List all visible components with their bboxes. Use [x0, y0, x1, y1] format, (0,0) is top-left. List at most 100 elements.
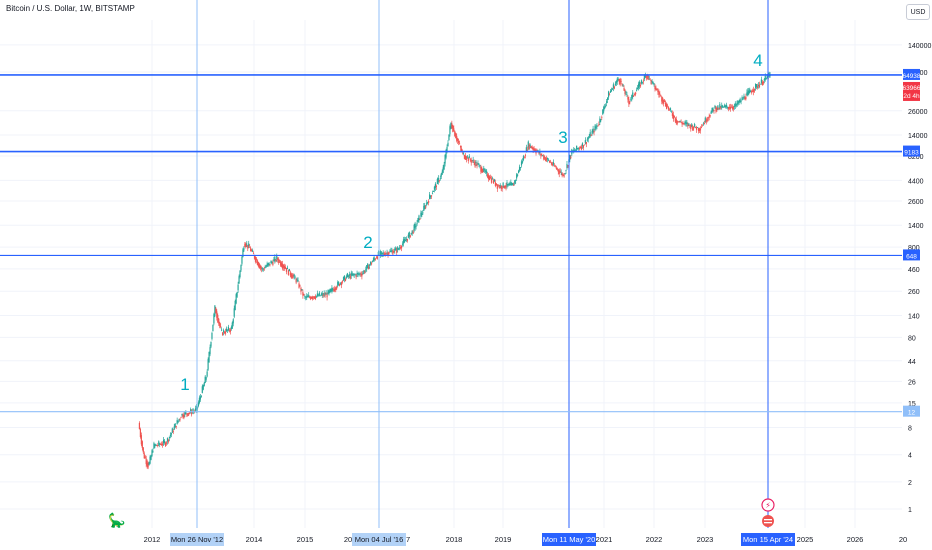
candle-body	[558, 170, 560, 175]
candle-body	[419, 218, 421, 220]
candle-body	[673, 116, 675, 118]
x-axis-tick-label: 20	[344, 535, 352, 544]
candle-body	[288, 268, 290, 272]
candle-body	[451, 123, 453, 129]
candle-body	[413, 224, 415, 231]
candle-body	[588, 136, 590, 138]
candle-body	[148, 462, 150, 466]
candle-body	[226, 329, 229, 331]
candle-body	[222, 332, 224, 336]
candle-body	[547, 158, 549, 160]
currency-button[interactable]: USD	[906, 4, 930, 20]
dinosaur-icon[interactable]: 🦕	[108, 512, 126, 528]
candle-body	[445, 149, 447, 158]
candle-body	[240, 265, 242, 271]
candle-body	[297, 280, 299, 282]
candle-body	[355, 274, 357, 278]
candle-body	[195, 406, 198, 411]
candle-body	[765, 78, 767, 80]
candle-body	[265, 266, 267, 268]
candle-body	[428, 201, 430, 203]
candle-body	[429, 195, 432, 198]
candle-body	[260, 267, 262, 270]
candle-body	[449, 126, 451, 135]
candle-body	[277, 258, 279, 261]
candle-body	[756, 86, 759, 88]
candle-body	[642, 80, 644, 82]
candle-body	[276, 255, 278, 260]
candle-body	[257, 262, 260, 267]
candle-body	[651, 81, 653, 82]
candle-body	[239, 270, 241, 277]
candle-body	[348, 274, 350, 277]
candle-body	[386, 252, 388, 254]
candle-body	[398, 248, 400, 250]
candle-body	[217, 315, 219, 323]
candle-body	[325, 293, 327, 295]
candle-body	[560, 171, 562, 173]
price-label: 648	[906, 253, 917, 260]
candle-body	[328, 290, 330, 294]
candle-body	[273, 259, 275, 262]
candle-body	[696, 127, 699, 128]
candle-body	[179, 418, 181, 420]
candle-body	[231, 322, 233, 329]
candle-body	[490, 178, 493, 183]
candle-body	[600, 119, 602, 121]
candle-body	[579, 147, 582, 148]
candle-body	[367, 263, 369, 269]
candle-body	[680, 122, 682, 124]
candle-body	[753, 89, 755, 93]
y-axis-tick-label: 44	[908, 359, 916, 366]
candle-body	[426, 202, 428, 205]
y-axis-tick-label: 8	[908, 426, 912, 433]
candle-body	[427, 201, 429, 203]
candle-body	[738, 100, 740, 104]
candle-body	[551, 163, 554, 166]
x-axis-tick-label: 2021	[596, 535, 613, 544]
candle-body	[662, 98, 664, 103]
candle-body	[255, 258, 258, 261]
candle-body	[382, 252, 384, 254]
candle-body	[480, 167, 482, 172]
candle-body	[319, 295, 321, 297]
candle-body	[244, 243, 246, 247]
candle-body	[331, 287, 333, 291]
candle-body	[415, 226, 417, 227]
candle-body	[742, 98, 744, 100]
candle-body	[471, 160, 473, 162]
candle-body	[139, 429, 141, 438]
candle-body	[507, 184, 509, 186]
candle-body	[218, 318, 220, 324]
candle-body	[165, 442, 168, 444]
candle-body	[435, 185, 437, 187]
candle-body	[678, 121, 680, 123]
candle-body	[554, 166, 556, 168]
candle-body	[365, 269, 367, 271]
candle-body	[757, 85, 760, 86]
candle-body	[457, 138, 459, 141]
candle-body	[563, 175, 565, 177]
candle-body	[489, 177, 492, 179]
candle-body	[312, 296, 315, 298]
candle-body	[363, 270, 365, 273]
candle-body	[144, 456, 146, 459]
candle-body	[473, 161, 475, 163]
candle-body	[598, 124, 600, 125]
candle-body	[281, 263, 284, 269]
candle-body	[592, 128, 594, 133]
candle-body	[251, 249, 253, 251]
candle-body	[138, 422, 141, 430]
candle-body	[731, 106, 733, 109]
candle-body	[432, 191, 435, 192]
candle-body	[342, 277, 345, 281]
candle-body	[418, 215, 420, 221]
candle-body	[317, 295, 319, 297]
candle-body	[151, 450, 153, 456]
candle-body	[205, 377, 207, 380]
candle-body	[540, 153, 542, 156]
candle-body	[311, 296, 314, 299]
candle-body	[556, 168, 558, 170]
candle-body	[481, 168, 483, 173]
